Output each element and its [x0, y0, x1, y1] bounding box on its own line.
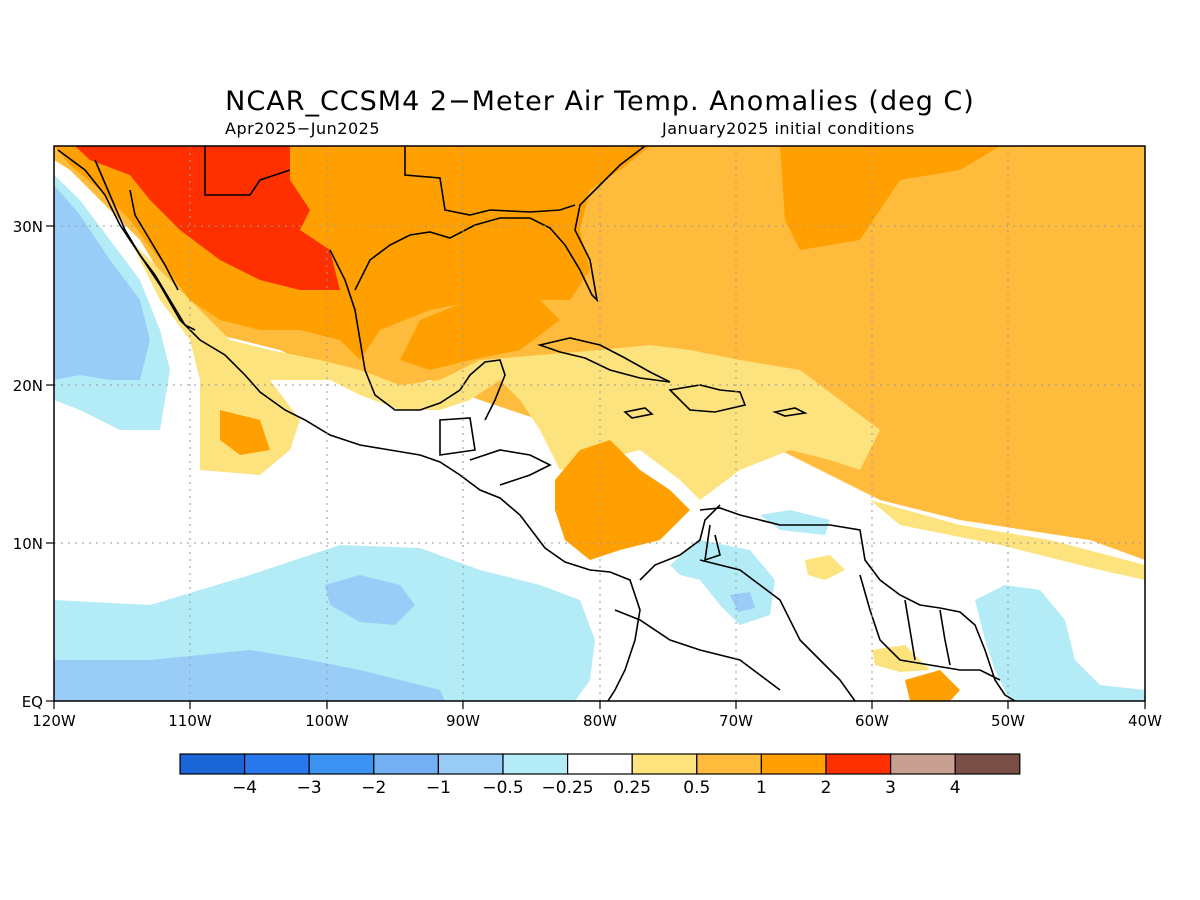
- colorbar-label: −2: [361, 778, 386, 798]
- lat-label-eq: EQ: [22, 693, 43, 711]
- colorbar-swatch: [502, 753, 569, 775]
- longitude-labels: 120W 110W 100W 90W 80W 70W 60W 50W 40W: [32, 712, 1162, 730]
- lon-label-120w: 120W: [32, 712, 76, 730]
- colorbar-swatch: [631, 753, 698, 775]
- coastlines: [57, 146, 1016, 701]
- colorbar-label: 3: [885, 778, 896, 798]
- colorbar-swatch: [179, 753, 246, 775]
- colorbar-swatch: [437, 753, 504, 775]
- colorbar-swatch: [889, 753, 956, 775]
- colorbar-label: 1: [756, 778, 767, 798]
- lon-label-40w: 40W: [1128, 712, 1162, 730]
- lat-label-10n: 10N: [13, 535, 43, 553]
- lon-label-80w: 80W: [583, 712, 617, 730]
- lon-label-110w: 110W: [168, 712, 212, 730]
- colorbar-swatch: [696, 753, 762, 775]
- lon-label-70w: 70W: [719, 712, 753, 730]
- colorbar-swatch: [244, 753, 310, 775]
- lat-label-20n: 20N: [13, 377, 43, 395]
- initial-conditions: January2025 initial conditions: [662, 119, 915, 138]
- forecast-period: Apr2025−Jun2025: [225, 119, 381, 138]
- colorbar-swatch: [760, 753, 827, 775]
- colorbar-label: 4: [950, 778, 961, 798]
- colorbar-swatch: [566, 753, 633, 775]
- gridlines: [54, 146, 1145, 701]
- latitude-labels: 30N 20N 10N EQ: [13, 218, 43, 711]
- colorbar-swatch: [373, 753, 439, 775]
- colorbar: −4 −3 −2 −1 −0.5 −0.25 0.25 0.5 1 2 3 4: [179, 753, 1021, 798]
- anomaly-field: [54, 146, 1145, 701]
- colorbar-label: 0.5: [683, 778, 710, 798]
- colorbar-label: −3: [297, 778, 322, 798]
- map-title: NCAR_CCSM4 2−Meter Air Temp. Anomalies (…: [225, 86, 975, 117]
- tick-marks: [46, 225, 1146, 709]
- colorbar-label: −4: [232, 778, 257, 798]
- colorbar-label: 0.25: [613, 778, 651, 798]
- lon-label-50w: 50W: [991, 712, 1025, 730]
- colorbar-label: −1: [426, 778, 451, 798]
- colorbar-label: −0.5: [482, 778, 523, 798]
- lat-label-30n: 30N: [13, 218, 43, 236]
- colorbar-label: −0.25: [542, 778, 594, 798]
- lon-label-100w: 100W: [305, 712, 349, 730]
- colorbar-swatch: [954, 753, 1021, 775]
- colorbar-swatch: [308, 753, 375, 775]
- lon-label-60w: 60W: [855, 712, 889, 730]
- colorbar-label: 2: [821, 778, 832, 798]
- lon-label-90w: 90W: [446, 712, 480, 730]
- colorbar-swatch: [825, 753, 892, 775]
